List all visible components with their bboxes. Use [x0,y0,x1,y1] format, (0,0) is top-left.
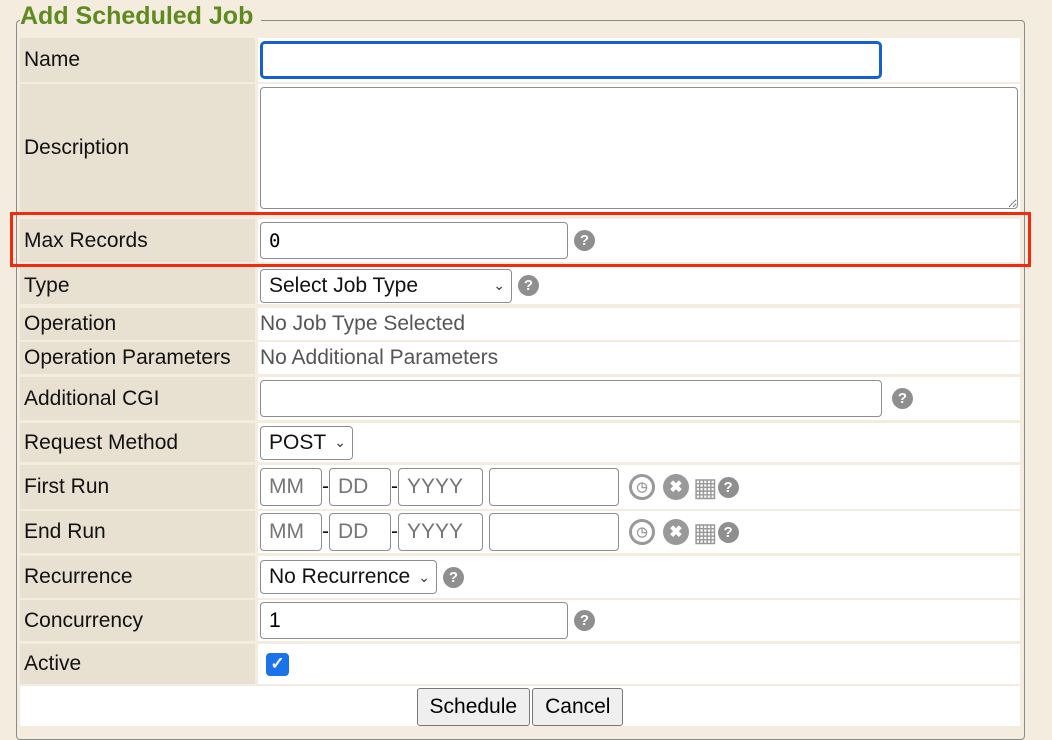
operation-parameters-value: No Additional Parameters [258,342,1020,374]
label-operation: Operation [20,308,255,340]
label-description: Description [20,84,255,212]
end-run-day[interactable] [329,513,391,551]
date-separator: - [391,520,398,543]
row-max-records: Max Records ? [20,219,1020,262]
first-run-year[interactable] [398,468,483,506]
chevron-down-icon: ⌄ [418,568,430,585]
label-request-method: Request Method [20,423,255,462]
help-icon[interactable]: ? [717,521,739,543]
additional-cgi-input[interactable] [260,380,882,417]
first-run-month[interactable] [260,468,322,506]
end-run-month[interactable] [260,513,322,551]
help-icon[interactable]: ? [574,230,595,251]
type-select[interactable]: Select Job Type ⌄ [260,268,512,303]
active-checkbox[interactable]: ✓ [266,652,289,676]
clear-icon[interactable]: ✖ [663,474,689,500]
clock-icon[interactable]: ◷ [629,519,655,545]
label-name: Name [20,38,255,82]
recurrence-select[interactable]: No Recurrence ⌄ [260,560,437,594]
end-run-time[interactable] [489,513,619,551]
date-separator: - [391,475,398,498]
row-request-method: Request Method POST ⌄ [20,423,1020,462]
row-name: Name [20,38,1020,82]
label-first-run: First Run [20,465,255,509]
row-end-run: End Run - - ◷ ✖ ▦ ? [20,511,1020,553]
help-icon[interactable]: ? [574,610,595,631]
chevron-down-icon: ⌄ [334,434,346,450]
row-description: Description [20,84,1020,212]
highlight-box [10,212,1031,267]
date-separator: - [322,475,329,498]
help-icon[interactable]: ? [442,566,464,588]
end-run-year[interactable] [398,513,483,551]
label-concurrency: Concurrency [20,600,255,641]
row-active: Active ✓ [20,644,1020,684]
name-input[interactable] [260,41,882,79]
schedule-button[interactable]: Schedule [416,688,531,726]
help-icon[interactable]: ? [717,476,739,498]
row-operation: Operation No Job Type Selected [20,308,1020,340]
label-recurrence: Recurrence [20,556,255,598]
help-icon[interactable]: ? [518,275,539,296]
form-title: Add Scheduled Job [20,2,262,31]
row-additional-cgi: Additional CGI ? [20,377,1020,420]
row-type: Type Select Job Type ⌄? [20,267,1020,304]
calendar-icon[interactable]: ▦ [693,516,718,547]
description-textarea[interactable] [260,87,1018,209]
row-concurrency: Concurrency ? [20,600,1020,641]
label-type: Type [20,267,255,304]
request-method-select[interactable]: POST ⌄ [260,425,353,460]
row-operation-parameters: Operation Parameters No Additional Param… [20,342,1020,374]
clock-icon[interactable]: ◷ [629,474,655,500]
label-max-records: Max Records [20,219,255,262]
clear-icon[interactable]: ✖ [663,519,689,545]
calendar-icon[interactable]: ▦ [693,471,718,502]
help-icon[interactable]: ? [892,388,913,409]
max-records-input[interactable] [260,222,568,259]
cancel-button[interactable]: Cancel [532,688,624,726]
type-selected: Select Job Type [269,273,419,297]
label-operation-parameters: Operation Parameters [20,342,255,374]
first-run-day[interactable] [329,468,391,506]
button-bar: Schedule Cancel [20,686,1020,726]
recurrence-selected: No Recurrence [269,565,411,588]
first-run-time[interactable] [489,468,619,506]
date-separator: - [322,520,329,543]
row-first-run: First Run - - ◷ ✖ ▦ ? [20,465,1020,509]
label-active: Active [20,644,255,684]
row-recurrence: Recurrence No Recurrence ⌄? [20,556,1020,598]
label-additional-cgi: Additional CGI [20,377,255,420]
chevron-down-icon: ⌄ [493,277,505,293]
operation-value: No Job Type Selected [258,308,1020,340]
concurrency-input[interactable] [260,602,568,639]
label-end-run: End Run [20,511,255,553]
request-method-selected: POST [269,430,327,454]
